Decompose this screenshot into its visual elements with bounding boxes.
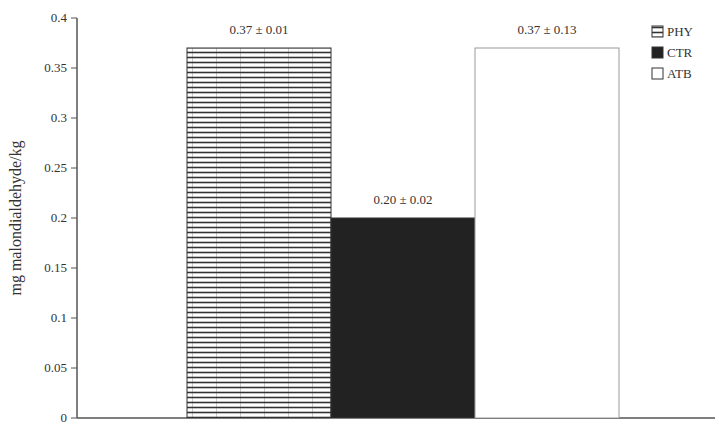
chart: 0 0.05 0.1 0.15 0.2 0.25 0.3 0.35 0.4 mg malondia… [0,0,719,424]
y-tick [71,218,77,219]
legend-label: PHY [667,24,694,39]
data-label: 0.37 ± 0.13 [517,22,576,37]
y-tick-label: 0.3 [51,110,67,125]
legend-label: ATB [667,66,692,81]
legend-label: CTR [667,45,693,60]
data-label: 0.37 ± 0.01 [229,22,288,37]
bar [331,218,475,418]
legend-swatch [652,47,663,58]
y-tick-label: 0.15 [44,260,67,275]
y-tick [71,268,77,269]
legend-swatch [652,68,663,79]
y-tick-label: 0.25 [44,160,67,175]
y-tick-label: 0 [61,410,68,424]
legend-swatch [652,26,663,37]
y-axis-label: mg malondialdehyde/kg [7,140,25,295]
y-tick-label: 0.35 [44,60,67,75]
y-tick-label: 0.1 [51,310,67,325]
y-tick [71,118,77,119]
y-tick [71,418,77,419]
bars [187,48,619,418]
y-tick [71,368,77,369]
bar [187,48,331,418]
y-tick-label: 0.2 [51,210,67,225]
y-tick [71,68,77,69]
bar [475,48,619,418]
data-label: 0.20 ± 0.02 [373,192,432,207]
y-tick [71,318,77,319]
y-tick [71,168,77,169]
y-tick-label: 0.4 [51,10,68,25]
y-tick-label: 0.05 [44,360,67,375]
y-tick [71,18,77,19]
